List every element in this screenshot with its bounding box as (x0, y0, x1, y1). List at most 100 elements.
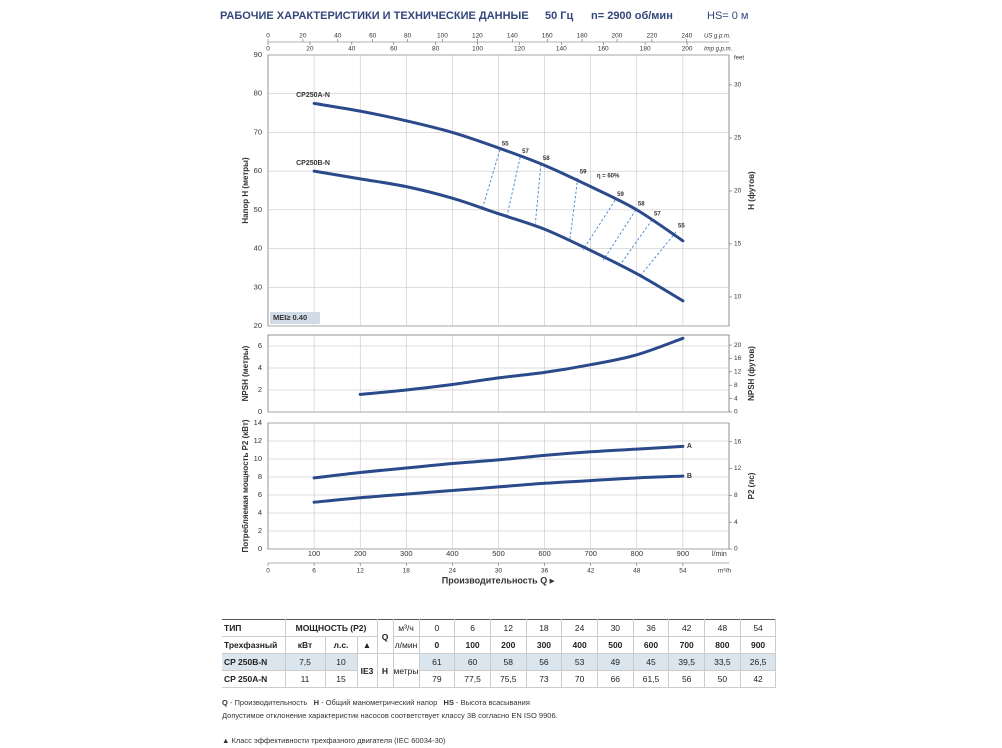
cell: ТИП (222, 619, 286, 637)
note-text: - Высота всасывания (456, 698, 530, 707)
series-line (312, 101, 685, 243)
y-tick-label: 4 (258, 508, 262, 517)
y2-axis-title: P2 (лс) (747, 472, 756, 499)
efficiency-line (582, 199, 616, 251)
y2-axis-title: NPSH (футов) (747, 346, 756, 401)
m3h-tick-label: 6 (312, 568, 316, 575)
m3h-tick-label: 30 (495, 568, 503, 575)
cell: 800 (704, 636, 741, 654)
cell: 79 (419, 670, 456, 688)
m3h-tick-label: 0 (266, 568, 270, 575)
y2-tick-label: 15 (734, 241, 742, 248)
y-tick-label: 20 (254, 321, 262, 330)
cell: 54 (740, 619, 777, 637)
x-tick-label: 100 (308, 549, 321, 558)
annotation-box (270, 312, 320, 324)
x-tick-label: 400 (446, 549, 459, 558)
cell: 18 (526, 619, 563, 637)
top-tick-label: 20 (299, 33, 307, 40)
m3h-tick-label: 12 (357, 568, 365, 575)
y2-tick-label: 0 (734, 409, 738, 416)
y-tick-label: 14 (254, 418, 262, 427)
efficiency-line (602, 209, 637, 261)
y2-tick-label: 16 (734, 355, 742, 362)
top-tick-label: 120 (472, 33, 483, 40)
top-tick-label: 140 (556, 46, 567, 53)
cell: 36 (633, 619, 670, 637)
efficiency-label: 55 (502, 141, 509, 147)
tolerance-note: Допустимое отклонение характеристик насо… (222, 711, 558, 720)
x-tick-label: 900 (677, 549, 690, 558)
notes: Q - Производительность H - Общий маномет… (222, 696, 558, 747)
y-tick-label: 50 (254, 205, 262, 214)
speed: n= 2900 об/мин (591, 10, 673, 22)
efficiency-line (617, 219, 653, 269)
top-tick-label: 180 (640, 46, 651, 53)
series-line (312, 169, 685, 303)
suction-head: HS= 0 м (707, 10, 749, 22)
cell: CP 250A-N (222, 670, 286, 688)
m3h-tick-label: 18 (403, 568, 411, 575)
cell: 0 (419, 636, 456, 654)
efficiency-label: 59 (617, 192, 624, 198)
annotation: MEI≥ 0.40 (273, 313, 307, 322)
cell: 33,5 (704, 653, 741, 671)
ie-note: ▲ Класс эффективности трехфазного двигат… (222, 736, 446, 745)
y2-tick-label: 8 (734, 382, 738, 389)
y2-tick-label: 10 (734, 294, 742, 301)
y2-tick-label: 4 (734, 395, 738, 402)
y-tick-label: 2 (258, 385, 262, 394)
cell: МОЩНОСТЬ (P2) (285, 619, 378, 637)
y2-tick-label: 8 (734, 492, 738, 499)
efficiency-line (639, 231, 677, 277)
axis-unit: m³/h (718, 568, 731, 575)
cell: ▲ (357, 636, 378, 654)
note-key: HS (443, 698, 454, 707)
series-line (312, 444, 685, 480)
note-text: - Производительность (229, 698, 308, 707)
cell: 61 (419, 653, 456, 671)
cell: 60 (454, 653, 491, 671)
top-tick-label: 220 (646, 33, 657, 40)
top-tick-label: 0 (266, 33, 270, 40)
y-tick-label: 8 (258, 472, 262, 481)
cell: 42 (668, 619, 706, 637)
legend-note: Q - Производительность H - Общий маномет… (222, 696, 558, 709)
cell: 58 (490, 653, 527, 671)
efficiency-line (569, 178, 579, 239)
efficiency-label: 59 (580, 170, 587, 176)
cell: Трехфазный (222, 636, 286, 654)
cell: 26,5 (740, 653, 777, 671)
y2-tick-label: 25 (734, 135, 742, 142)
y-tick-label: 80 (254, 89, 262, 98)
y2-tick-label: 4 (734, 519, 738, 526)
cell: 500 (597, 636, 634, 654)
note-key: Q (222, 698, 228, 707)
top-tick-label: 0 (266, 46, 270, 53)
x-tick-label: 600 (538, 549, 551, 558)
top-tick-label: 160 (598, 46, 609, 53)
frequency: 50 Гц (545, 10, 574, 22)
cell: 7,5 (285, 653, 326, 671)
y-tick-label: 90 (254, 50, 262, 59)
efficiency-label: 58 (543, 156, 550, 162)
efficiency-label: 58 (638, 201, 645, 207)
cell: метры (393, 653, 420, 688)
cell: 400 (561, 636, 598, 654)
series-label: A (687, 443, 692, 450)
y-tick-label: 2 (258, 526, 262, 535)
y-tick-label: 6 (258, 341, 262, 350)
cell: 73 (526, 670, 563, 688)
y2-axis-title: H (футов) (747, 171, 756, 210)
y2-tick-label: 20 (734, 188, 742, 195)
series-line (312, 474, 685, 504)
top-tick-label: 20 (306, 46, 314, 53)
y-tick-label: 0 (258, 544, 262, 553)
efficiency-line (534, 164, 542, 224)
series-label: B (687, 473, 692, 480)
cell: 77,5 (454, 670, 491, 688)
y2-tick-label: 0 (734, 546, 738, 553)
top-tick-label: 100 (437, 33, 448, 40)
x-axis-title: Производительность Q ▸ (442, 575, 555, 585)
cell: IE3 (357, 653, 378, 688)
